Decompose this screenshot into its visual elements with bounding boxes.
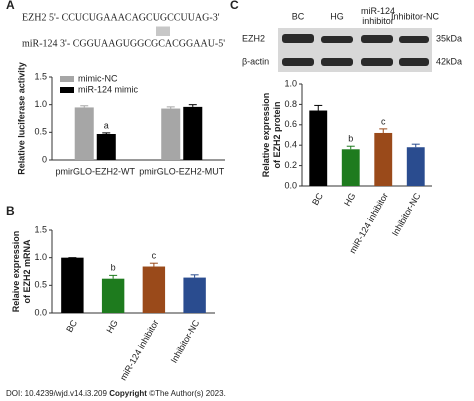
sequence-line: miR-124 3'- CGGUAAGUGGCGCACGGAAU-5' bbox=[22, 38, 225, 49]
y-tick-label: 1.5 bbox=[34, 71, 47, 81]
y-axis-label: of EZH2 mRNA bbox=[22, 239, 32, 304]
x-tick-label: miR-124 inhibitor bbox=[118, 318, 161, 382]
blot-row: β-actin bbox=[242, 56, 269, 66]
bar bbox=[96, 133, 116, 160]
y-tick-label: 0.0 bbox=[34, 307, 47, 317]
legend-swatch bbox=[60, 87, 74, 93]
significance-label: c bbox=[381, 116, 386, 126]
sequence-pairing: ||||||| bbox=[156, 25, 170, 36]
sequence-line: EZH2 5'- CCUCUGAAACAGCUGCCUUAG-3' bbox=[22, 12, 220, 23]
x-tick-label: Inhibitor-NC bbox=[169, 318, 202, 365]
blot-lane: miR-124 inhibitor bbox=[360, 6, 395, 26]
y-tick-label: 1.0 bbox=[284, 78, 297, 88]
legend-label: mimic-NC bbox=[78, 73, 118, 83]
bar bbox=[309, 110, 328, 186]
significance-label: b bbox=[111, 263, 116, 273]
bar bbox=[161, 108, 181, 160]
y-tick-label: 0 bbox=[42, 154, 47, 164]
y-tick-label: 0.6 bbox=[284, 119, 297, 129]
y-axis-label: Relaive expression bbox=[11, 231, 21, 313]
y-tick-label: 0.8 bbox=[284, 99, 297, 109]
blot-size: 42kDa bbox=[436, 56, 462, 66]
y-tick-label: 0.5 bbox=[34, 127, 47, 137]
bar bbox=[183, 277, 206, 313]
copyright: Copyright bbox=[109, 389, 147, 398]
significance-label: c bbox=[152, 251, 157, 261]
bar bbox=[341, 149, 360, 186]
legend-swatch bbox=[60, 76, 74, 82]
x-tick-label: BC bbox=[310, 191, 325, 207]
x-tick-label: pmirGLO-EZH2-WT bbox=[56, 166, 136, 176]
panel-label: B bbox=[6, 204, 15, 218]
y-tick-label: 1.0 bbox=[34, 252, 47, 262]
bar bbox=[183, 106, 203, 160]
y-tick-label: 0.0 bbox=[284, 180, 297, 190]
blot-row: EZH2 bbox=[242, 33, 265, 43]
copyright-holder: ©The Author(s) 2023. bbox=[149, 389, 226, 398]
bar bbox=[142, 266, 166, 313]
y-axis-label: of EZH2 protein bbox=[272, 102, 282, 169]
y-tick-label: 0.2 bbox=[284, 160, 297, 170]
blot-lane: BC bbox=[292, 11, 305, 21]
blot-lane-box: miR-124 inhibitor bbox=[360, 6, 395, 26]
x-tick-label: HG bbox=[105, 318, 120, 335]
bar bbox=[61, 257, 84, 313]
bar bbox=[374, 132, 393, 186]
y-tick-label: 1.0 bbox=[34, 99, 47, 109]
y-tick-label: 0.5 bbox=[34, 280, 47, 290]
bar bbox=[406, 147, 425, 186]
x-tick-label: BC bbox=[64, 318, 79, 334]
y-tick-label: 1.5 bbox=[34, 224, 47, 234]
blot-lane: HG bbox=[330, 11, 344, 21]
panel-label: A bbox=[6, 0, 15, 12]
y-axis-label: Relative expression bbox=[261, 93, 271, 178]
x-tick-label: HG bbox=[342, 191, 357, 208]
x-tick-label: pmirGLO-EZH2-MUT bbox=[139, 166, 225, 176]
bar bbox=[101, 278, 125, 313]
panel-label: C bbox=[230, 0, 239, 12]
significance-label: b bbox=[348, 134, 353, 144]
doi: DOI: 10.4239/wjd.v14.i3.209 bbox=[6, 389, 108, 398]
blot-bands bbox=[282, 34, 429, 66]
blot-size: 35kDa bbox=[436, 33, 462, 43]
blot-lane: Inhibitor-NC bbox=[391, 11, 440, 21]
significance-label: a bbox=[104, 120, 109, 130]
x-tick-label: Inhibitor-NC bbox=[390, 191, 423, 238]
bar bbox=[74, 107, 94, 160]
y-axis-label: Relative luciferase activity bbox=[16, 62, 26, 175]
footer: DOI: 10.4239/wjd.v14.i3.209 Copyright ©T… bbox=[6, 389, 226, 398]
legend-label: miR-124 mimic bbox=[78, 84, 139, 94]
y-tick-label: 0.4 bbox=[284, 140, 297, 150]
